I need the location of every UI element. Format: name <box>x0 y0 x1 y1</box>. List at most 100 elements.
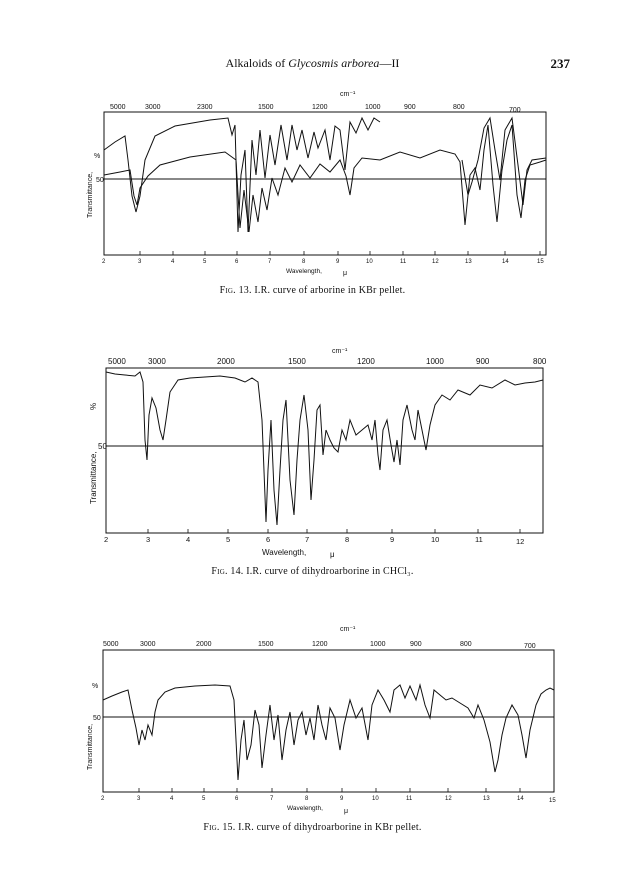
fig14-wl-tick: 5 <box>226 535 230 544</box>
fig14-wn-tick: 3000 <box>148 357 166 366</box>
fig13-y-unit: % <box>94 153 100 160</box>
fig13-wl-tick: 6 <box>235 259 239 265</box>
fig13-wl-tick: 9 <box>336 259 340 265</box>
fig13-wn-tick: 1000 <box>365 104 381 111</box>
fig15-y-unit: % <box>92 683 98 690</box>
fig13-wn-tick: 800 <box>453 104 465 111</box>
fig15-fifty-label: 50 <box>93 715 101 722</box>
fig15-wn-tick: 1500 <box>258 641 274 648</box>
fig15-top-unit: cm⁻¹ <box>340 626 356 633</box>
fig13-wn-tick: 1200 <box>312 104 328 111</box>
fig15-wl-tick: 11 <box>406 796 413 802</box>
fig13-wn-tick: 3000 <box>145 104 161 111</box>
fig14-wl-tick: 4 <box>186 535 190 544</box>
fig14-y-label: Transmittance, <box>89 451 98 504</box>
fig15-x-unit: μ <box>344 808 348 815</box>
fig13-spectrum-upper <box>103 116 381 233</box>
fig15-wl-tick: 2 <box>101 796 105 802</box>
fig14-wl-tick: 7 <box>305 535 309 544</box>
fig14-wl-tick: 2 <box>104 535 108 544</box>
fig14-x-unit: μ <box>330 550 335 559</box>
fig13-top-unit: cm⁻¹ <box>340 91 356 98</box>
fig14-fifty-label: 50 <box>98 442 107 451</box>
fig13-wl-tick: 11 <box>400 259 407 265</box>
fig15-wn-tick: 1000 <box>370 641 386 648</box>
fig15-wl-tick: 4 <box>170 796 174 802</box>
fig14-wl-tick: 6 <box>266 535 270 544</box>
fig14-caption-text: I.R. curve of dihydroarborine in CHCl₃. <box>246 566 414 577</box>
fig13-wl-tick: 8 <box>302 259 306 265</box>
fig15-wl-tick: 15 <box>549 798 556 804</box>
fig14-wl-tick: 9 <box>390 535 394 544</box>
fig13-spectrum-lower <box>103 124 547 233</box>
fig13-wn-tick: 5000 <box>110 104 126 111</box>
fig15-wl-tick: 3 <box>137 796 141 802</box>
fig14-wn-tick: 900 <box>476 357 490 366</box>
fig15-wn-tick: 1200 <box>312 641 328 648</box>
fig13-spectrum-upper-right <box>461 116 547 206</box>
fig15-y-label: Transmittance, <box>87 724 94 770</box>
fig15-wn-tick: 5000 <box>103 641 119 648</box>
fig14-spectrum <box>105 371 544 526</box>
fig13-y-label: Transmittance, <box>87 172 94 218</box>
fig14-caption: Fig. 14. I.R. curve of dihydroarborine i… <box>0 566 625 577</box>
fig15-caption-text: I.R. curve of dihydroarborine in KBr pel… <box>238 822 422 833</box>
fig13-x-unit: μ <box>343 270 347 277</box>
fig14-wn-tick: 1500 <box>288 357 306 366</box>
fig13-wl-tick: 3 <box>138 259 142 265</box>
fig15-wl-tick: 13 <box>483 796 490 802</box>
fig15-spectrum <box>102 683 555 781</box>
fig14-wl-tick: 3 <box>146 535 150 544</box>
fig13-wl-tick: 7 <box>268 259 272 265</box>
fig13-wl-tick: 5 <box>203 259 207 265</box>
fig13-caption: Fig. 13. I.R. curve of arborine in KBr p… <box>0 285 625 296</box>
fig15-caption: Fig. 15. I.R. curve of dihydroarborine i… <box>0 822 625 833</box>
fig15-frame <box>102 649 555 793</box>
fig13-wn-tick: 2300 <box>197 104 213 111</box>
running-title-species: Glycosmis arborea <box>288 56 380 70</box>
fig13-x-label: Wavelength, <box>286 268 322 275</box>
fig14-wl-tick: 10 <box>431 535 439 544</box>
fig14-frame <box>105 367 544 534</box>
fig14-wn-tick: 800 <box>533 357 547 366</box>
fig15-wl-tick: 12 <box>445 796 452 802</box>
fig15-wl-tick: 6 <box>235 796 239 802</box>
fig13-fifty-label: 50 <box>96 177 104 184</box>
fig13-wl-tick: 4 <box>171 259 175 265</box>
fig15-wl-tick: 8 <box>305 796 309 802</box>
fig15-x-label: Wavelength, <box>287 805 323 812</box>
fig14-wn-tick: 2000 <box>217 357 235 366</box>
running-title-prefix: Alkaloids of <box>225 56 289 70</box>
fig15-wl-tick: 5 <box>202 796 206 802</box>
page-number: 237 <box>550 56 571 71</box>
fig15-wn-tick: 900 <box>410 641 422 648</box>
fig15-wn-tick: 700 <box>524 643 536 650</box>
fig13-wl-tick: 10 <box>366 259 373 265</box>
fig15-wl-tick: 10 <box>372 796 379 802</box>
fig14-top-unit: cm⁻¹ <box>332 348 348 355</box>
fig13-wl-tick: 14 <box>502 259 509 265</box>
fig13-wl-tick: 2 <box>102 259 106 265</box>
fig14-wn-tick: 1000 <box>426 357 444 366</box>
fig14-caption-label: Fig. 14. <box>211 566 244 577</box>
fig13-wl-tick: 12 <box>432 259 439 265</box>
fig15-wl-tick: 9 <box>340 796 344 802</box>
fig13-frame <box>103 111 547 256</box>
running-title-suffix: —II <box>379 56 400 70</box>
fig14-wl-tick: 11 <box>475 535 483 544</box>
fig13-wn-tick: 900 <box>404 104 416 111</box>
fig14-wn-tick: 1200 <box>357 357 375 366</box>
fig13-caption-text: I.R. curve of arborine in KBr pellet. <box>254 285 406 296</box>
fig14-wl-tick: 12 <box>516 537 524 546</box>
running-title: Alkaloids of Glycosmis arborea—II <box>0 56 625 71</box>
fig15-wl-tick: 14 <box>517 796 524 802</box>
fig13-caption-label: Fig. 13. <box>219 285 252 296</box>
fig14-wn-tick: 5000 <box>108 357 126 366</box>
fig14-y-unit: % <box>89 403 98 410</box>
fig15-wn-tick: 800 <box>460 641 472 648</box>
running-header: Alkaloids of Glycosmis arborea—II 237 <box>0 56 625 76</box>
fig15-caption-label: Fig. 15. <box>203 822 236 833</box>
